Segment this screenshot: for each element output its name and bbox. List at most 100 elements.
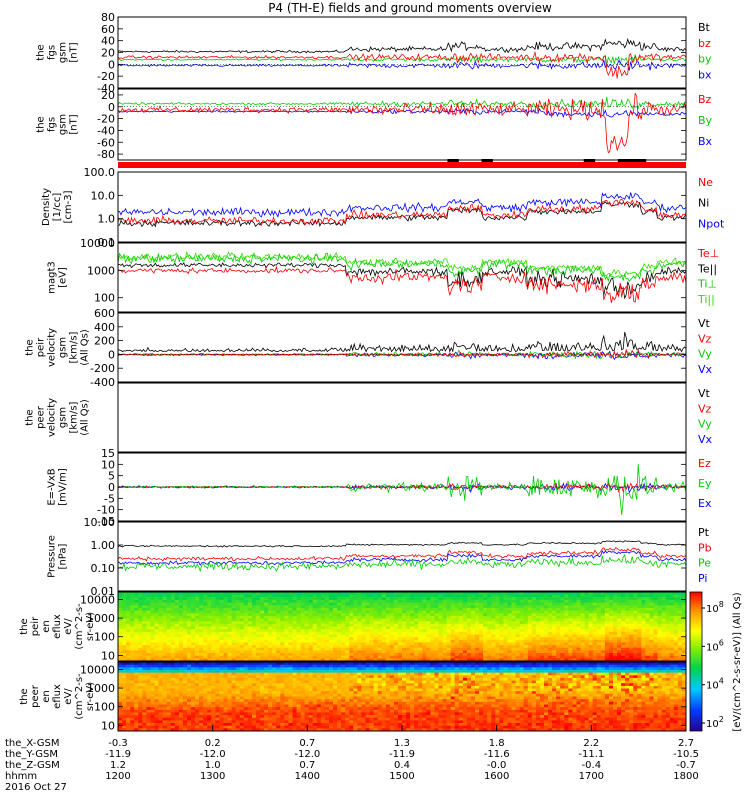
spectrogram-cell bbox=[187, 667, 192, 671]
spectrogram-cell bbox=[162, 670, 168, 674]
spectrogram-cell bbox=[247, 613, 253, 617]
y-tick-label: -60 bbox=[97, 136, 115, 149]
spectrogram-cell bbox=[617, 605, 622, 609]
spectrogram-cell bbox=[645, 631, 651, 636]
spectrogram-cell bbox=[219, 677, 225, 682]
spectrogram-cell bbox=[264, 715, 269, 719]
spectrogram-cell bbox=[483, 607, 488, 612]
spectrogram-cell bbox=[641, 597, 647, 601]
spectrogram-cell bbox=[418, 642, 423, 646]
spectrogram-cell bbox=[182, 658, 188, 661]
spectrogram-cell bbox=[377, 623, 383, 628]
spectrogram-cell bbox=[187, 605, 192, 609]
spectrogram-cell bbox=[182, 610, 188, 614]
spectrogram-cell bbox=[503, 610, 509, 614]
spectrogram-cell bbox=[507, 623, 513, 628]
spectrogram-cell bbox=[142, 709, 147, 714]
spectrogram-cell bbox=[138, 712, 143, 716]
spectrogram-cell bbox=[251, 592, 257, 596]
spectrogram-cell bbox=[211, 667, 216, 671]
spectrogram-cell bbox=[523, 605, 529, 609]
spectrogram-cell bbox=[466, 626, 472, 630]
spectrogram-cell bbox=[154, 672, 160, 676]
spectrogram-cell bbox=[511, 621, 517, 625]
spectrogram-cell bbox=[564, 597, 569, 601]
spectrogram-cell bbox=[617, 634, 622, 638]
spectrogram-cell bbox=[458, 645, 464, 649]
spectrogram-cell bbox=[146, 623, 152, 628]
spectrogram-cell bbox=[446, 650, 452, 654]
spectrogram-cell bbox=[442, 610, 448, 614]
spectrogram-cell bbox=[564, 618, 569, 622]
spectrogram-cell bbox=[235, 691, 241, 695]
spectrogram-cell bbox=[195, 680, 200, 684]
spectrogram-cell bbox=[503, 602, 509, 606]
spectrogram-cell bbox=[475, 613, 480, 617]
spectrogram-cell bbox=[195, 639, 200, 644]
spectrogram-cell bbox=[495, 653, 500, 657]
spectrogram-cell bbox=[243, 637, 249, 641]
spectrogram-cell bbox=[345, 650, 350, 654]
spectrogram-cell bbox=[134, 685, 139, 690]
spectrogram-cell bbox=[341, 642, 346, 646]
spectrogram-cell bbox=[211, 607, 216, 612]
spectrogram-cell bbox=[255, 715, 261, 719]
spectrogram-cell bbox=[381, 594, 387, 598]
spectrogram-cell bbox=[535, 618, 541, 622]
spectrogram-cell bbox=[130, 592, 135, 596]
spectrogram-cell bbox=[653, 637, 659, 641]
y-axis-label: [1/cc] bbox=[52, 193, 63, 222]
spectrogram-cell bbox=[227, 645, 233, 649]
spectrogram-cell bbox=[191, 728, 196, 731]
spectrogram-cell bbox=[645, 607, 651, 612]
spectrogram-cell bbox=[369, 597, 375, 601]
spectrogram-cell bbox=[255, 642, 261, 646]
spectrogram-cell bbox=[296, 642, 302, 646]
spectrogram-cell bbox=[126, 615, 131, 620]
spectrogram-cell bbox=[406, 600, 411, 604]
spectrogram-cell bbox=[134, 670, 139, 674]
spectrogram-cell bbox=[556, 626, 561, 630]
spectrogram-cell bbox=[187, 618, 192, 622]
spectrogram-cell bbox=[195, 610, 200, 614]
y-tick-label: 10 bbox=[101, 649, 115, 662]
spectrogram-cell bbox=[195, 707, 200, 711]
spectrogram-cell bbox=[227, 650, 233, 654]
spectrogram-cell bbox=[142, 629, 147, 633]
spectrogram-cell bbox=[292, 600, 298, 604]
spectrogram-cell bbox=[166, 607, 172, 612]
spectrogram-cell bbox=[223, 597, 229, 601]
spectrogram-cell bbox=[661, 613, 667, 617]
spectrogram-cell bbox=[122, 672, 127, 676]
spectrogram-cell bbox=[276, 667, 281, 671]
spectrogram-cell bbox=[268, 728, 273, 731]
spectrogram-cell bbox=[191, 626, 196, 630]
spectrogram-cell bbox=[418, 621, 423, 625]
spectrogram-cell bbox=[255, 621, 261, 625]
spectrogram-cell bbox=[588, 615, 594, 620]
spectrogram-cell bbox=[166, 658, 172, 661]
spectrogram-cell bbox=[178, 664, 184, 668]
spectrogram-cell bbox=[308, 621, 314, 625]
spectrogram-cell bbox=[134, 626, 139, 630]
spectrogram-cell bbox=[320, 647, 326, 651]
spectrogram-cell bbox=[385, 610, 391, 614]
spectrogram-cell bbox=[653, 621, 659, 625]
spectrogram-cell bbox=[681, 655, 686, 659]
spectrogram-cell bbox=[369, 639, 375, 644]
spectrogram-cell bbox=[154, 696, 160, 700]
spectrogram-cell bbox=[617, 600, 622, 604]
spectrogram-cell bbox=[134, 728, 139, 731]
spectrogram-cell bbox=[613, 602, 618, 606]
spectrogram-cell bbox=[223, 672, 229, 676]
legend-Ez: Ez bbox=[698, 457, 711, 470]
spectrogram-cell bbox=[576, 610, 582, 614]
spectrogram-cell bbox=[418, 639, 423, 644]
spectrogram-cell bbox=[450, 645, 456, 649]
spectrogram-cell bbox=[418, 623, 423, 628]
spectrogram-cell bbox=[126, 728, 131, 731]
spectrogram-cell bbox=[450, 639, 456, 644]
spectrogram-cell bbox=[223, 653, 229, 657]
spectrogram-cell bbox=[539, 631, 545, 636]
spectrogram-cell bbox=[142, 618, 147, 622]
